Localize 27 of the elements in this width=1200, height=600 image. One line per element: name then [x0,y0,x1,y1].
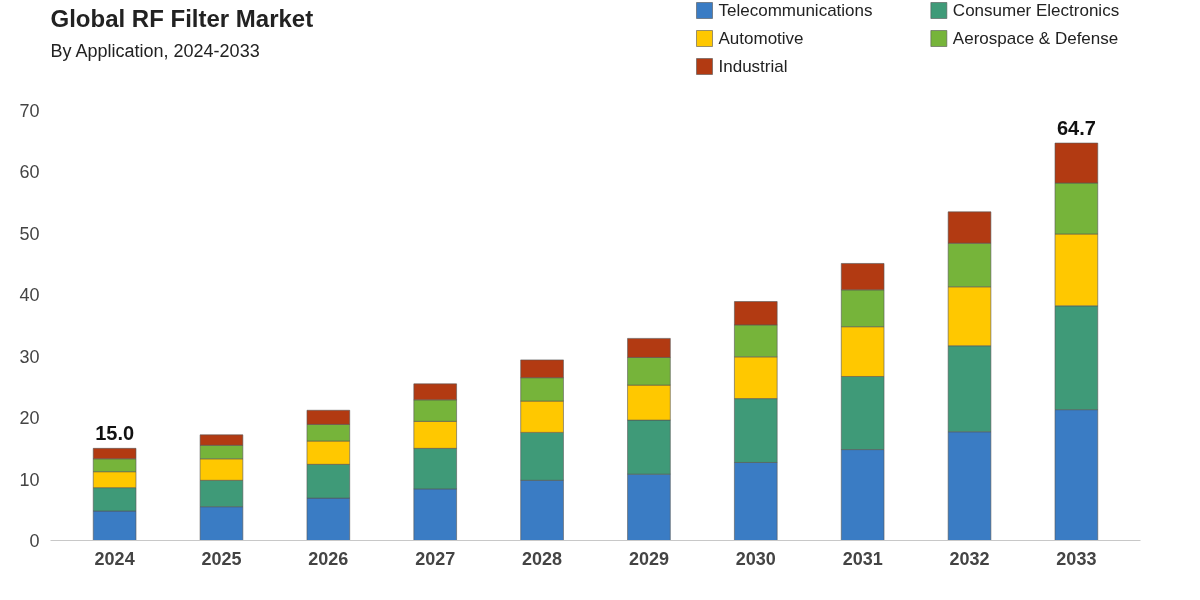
chart-title: Global RF Filter Market [50,4,314,32]
x-tick-label: 2031 [842,548,883,569]
x-tick-label: 2028 [522,548,563,569]
y-tick-label: 60 [19,162,40,183]
x-tick-label: 2024 [94,548,135,569]
y-tick-label: 10 [19,469,40,490]
legend-label: Aerospace & Defense [952,29,1119,48]
y-tick-label: 40 [19,285,40,306]
total-label: 15.0 [95,422,135,445]
legend-label: Automotive [718,29,804,48]
x-tick-label: 2027 [415,548,456,569]
y-tick-label: 70 [19,101,40,121]
legend-label: Industrial [718,57,788,76]
y-tick-label: 30 [19,346,40,367]
y-tick-label: 0 [29,531,40,551]
x-tick-label: 2026 [308,548,349,569]
x-tick-label: 2033 [1056,548,1097,569]
y-tick-label: 50 [19,223,40,244]
x-tick-label: 2029 [628,548,669,569]
x-tick-label: 2030 [735,548,776,569]
legend-label: Consumer Electronics [952,1,1120,20]
x-tick-label: 2032 [949,548,990,569]
chart-subtitle: By Application, 2024-2033 [50,40,260,61]
total-label: 64.7 [1056,117,1096,140]
legend-label: Telecommunications [718,1,873,20]
x-tick-label: 2025 [201,548,242,569]
y-tick-label: 20 [19,408,40,429]
